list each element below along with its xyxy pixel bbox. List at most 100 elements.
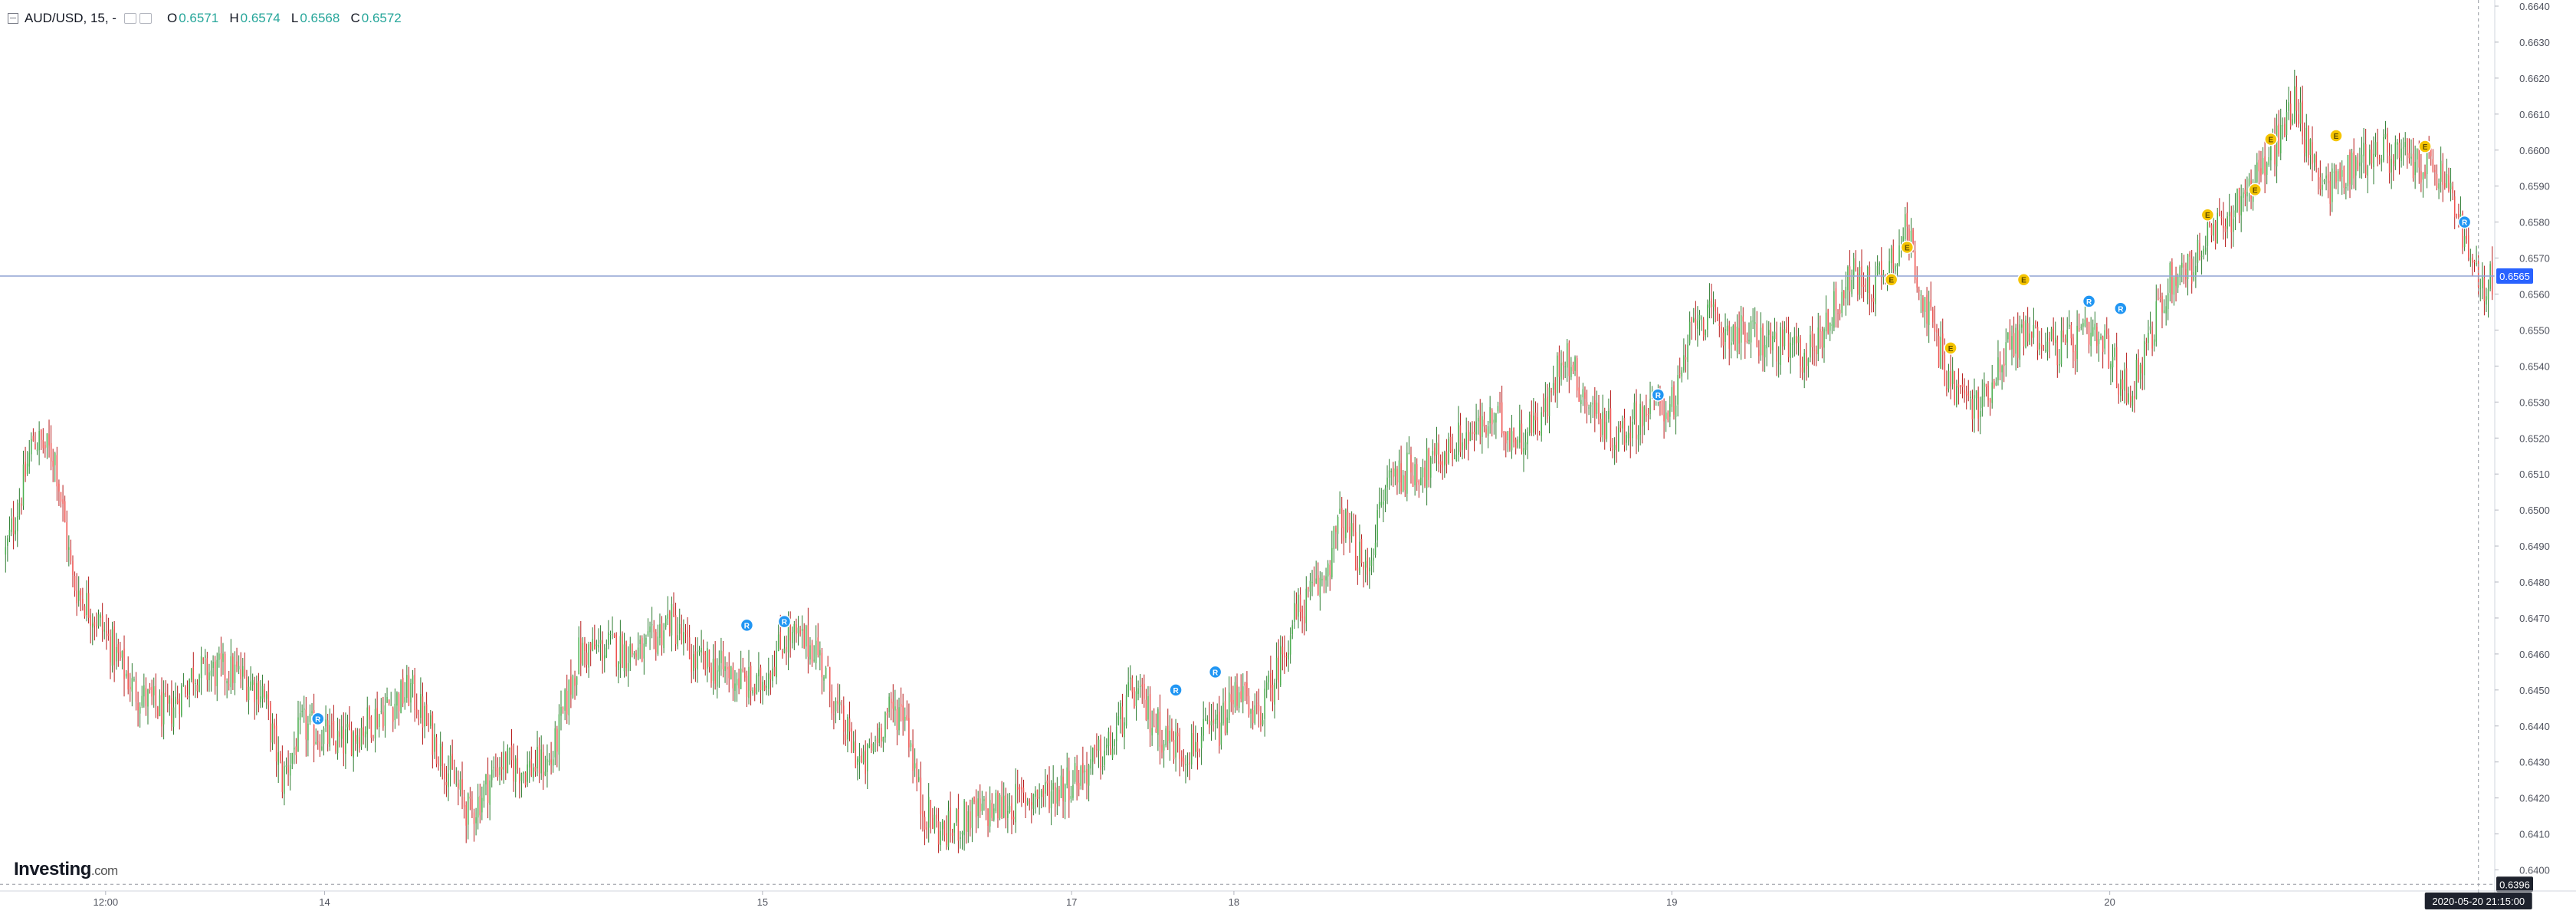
candle bbox=[2230, 205, 2233, 249]
event-marker[interactable] bbox=[1169, 683, 1183, 697]
candle-body bbox=[2240, 196, 2242, 215]
report-event-icon[interactable]: R bbox=[1208, 665, 1222, 679]
earnings-event-icon[interactable]: E bbox=[2248, 182, 2262, 197]
earnings-event-icon[interactable]: E bbox=[1944, 341, 1957, 355]
earnings-event-icon[interactable]: E bbox=[2264, 132, 2278, 146]
candle-body bbox=[2001, 366, 2003, 373]
candle bbox=[1582, 383, 1584, 406]
candle-body bbox=[135, 680, 137, 702]
report-event-icon[interactable]: R bbox=[311, 712, 325, 726]
candle bbox=[2244, 179, 2246, 207]
candle-body bbox=[2327, 174, 2329, 183]
candle-body bbox=[558, 714, 560, 755]
candle-body bbox=[96, 625, 97, 628]
candle-body bbox=[1295, 603, 1298, 620]
candle-body bbox=[1629, 432, 1632, 442]
candle-body bbox=[469, 796, 471, 799]
earnings-event-icon[interactable]: E bbox=[2016, 272, 2031, 287]
candle bbox=[1507, 431, 1509, 452]
open-label: O bbox=[166, 11, 178, 25]
candle bbox=[603, 644, 605, 673]
earnings-event-icon[interactable]: E bbox=[1884, 272, 1898, 287]
candle-body bbox=[2217, 212, 2218, 243]
candle-body bbox=[1404, 475, 1406, 491]
candle-body bbox=[2343, 166, 2345, 188]
candle-body bbox=[588, 644, 589, 668]
candle bbox=[2219, 198, 2220, 217]
earnings-event-icon[interactable]: E bbox=[2418, 140, 2432, 153]
event-marker[interactable] bbox=[1208, 665, 1222, 679]
candle-body bbox=[2424, 171, 2426, 176]
collapse-icon[interactable] bbox=[8, 13, 18, 24]
candle-body bbox=[113, 626, 115, 666]
event-marker[interactable] bbox=[2264, 132, 2278, 146]
report-event-icon[interactable]: R bbox=[2082, 294, 2096, 308]
candle bbox=[1564, 361, 1566, 379]
candle-body bbox=[473, 812, 475, 824]
candle bbox=[1975, 390, 1977, 410]
symbol-title[interactable]: AUD/USD, 15, - bbox=[25, 11, 116, 25]
report-event-icon[interactable]: R bbox=[1651, 388, 1665, 402]
candle-body bbox=[1114, 740, 1115, 747]
candle-body bbox=[165, 692, 166, 695]
candle bbox=[1434, 442, 1436, 464]
candle-body bbox=[2458, 214, 2460, 218]
candle-body bbox=[1489, 406, 1491, 424]
candle bbox=[900, 687, 902, 722]
event-marker[interactable] bbox=[1944, 341, 1957, 355]
report-event-icon[interactable]: R bbox=[2457, 215, 2472, 229]
event-marker[interactable] bbox=[2248, 182, 2262, 197]
candle bbox=[2256, 153, 2258, 187]
time-tick-label: 18 bbox=[1229, 896, 1239, 908]
earnings-event-icon[interactable]: E bbox=[2329, 129, 2343, 143]
candle bbox=[345, 712, 346, 769]
event-marker[interactable] bbox=[1900, 240, 1915, 255]
settings-icon[interactable] bbox=[123, 13, 136, 24]
event-marker[interactable] bbox=[311, 712, 325, 726]
candle bbox=[1562, 351, 1564, 380]
event-marker[interactable] bbox=[2200, 208, 2215, 222]
event-marker[interactable] bbox=[2082, 294, 2096, 308]
candle bbox=[2025, 315, 2026, 349]
event-marker[interactable] bbox=[2016, 272, 2031, 287]
event-marker[interactable] bbox=[1884, 272, 1898, 287]
candle-body bbox=[576, 676, 578, 686]
candle bbox=[1487, 420, 1489, 449]
candle-body bbox=[1446, 451, 1448, 465]
event-marker[interactable] bbox=[740, 618, 754, 633]
candle bbox=[1374, 524, 1377, 558]
candle-body bbox=[1916, 278, 1918, 288]
event-marker[interactable] bbox=[2418, 140, 2432, 153]
candle-body bbox=[1721, 327, 1722, 333]
event-marker[interactable] bbox=[2457, 215, 2472, 229]
earnings-event-icon[interactable]: E bbox=[1900, 240, 1915, 255]
candle bbox=[2082, 318, 2084, 335]
hide-icon[interactable] bbox=[139, 13, 152, 24]
event-marker[interactable] bbox=[1651, 388, 1665, 402]
candle-body bbox=[400, 680, 402, 713]
event-marker[interactable] bbox=[2329, 129, 2343, 143]
report-event-icon[interactable]: R bbox=[1169, 683, 1183, 697]
report-event-icon[interactable]: R bbox=[740, 618, 754, 633]
candle-body bbox=[2238, 188, 2240, 215]
candle bbox=[2062, 317, 2064, 343]
report-event-icon[interactable]: R bbox=[2114, 301, 2128, 316]
event-marker[interactable] bbox=[777, 614, 792, 629]
candle-body bbox=[2084, 319, 2086, 327]
candle-body bbox=[707, 648, 708, 669]
candle-body bbox=[350, 730, 353, 756]
candle-body bbox=[1377, 510, 1378, 541]
candle-body bbox=[291, 752, 294, 764]
candle-body bbox=[1161, 745, 1163, 753]
candle bbox=[714, 641, 716, 690]
earnings-event-icon[interactable]: E bbox=[2200, 208, 2215, 222]
event-marker[interactable] bbox=[2114, 301, 2128, 316]
candle bbox=[1570, 357, 1572, 380]
candle bbox=[1185, 755, 1186, 784]
candle bbox=[2200, 250, 2203, 275]
candle bbox=[1875, 261, 1876, 317]
candle-body bbox=[62, 499, 64, 504]
report-event-icon[interactable]: R bbox=[777, 614, 792, 629]
